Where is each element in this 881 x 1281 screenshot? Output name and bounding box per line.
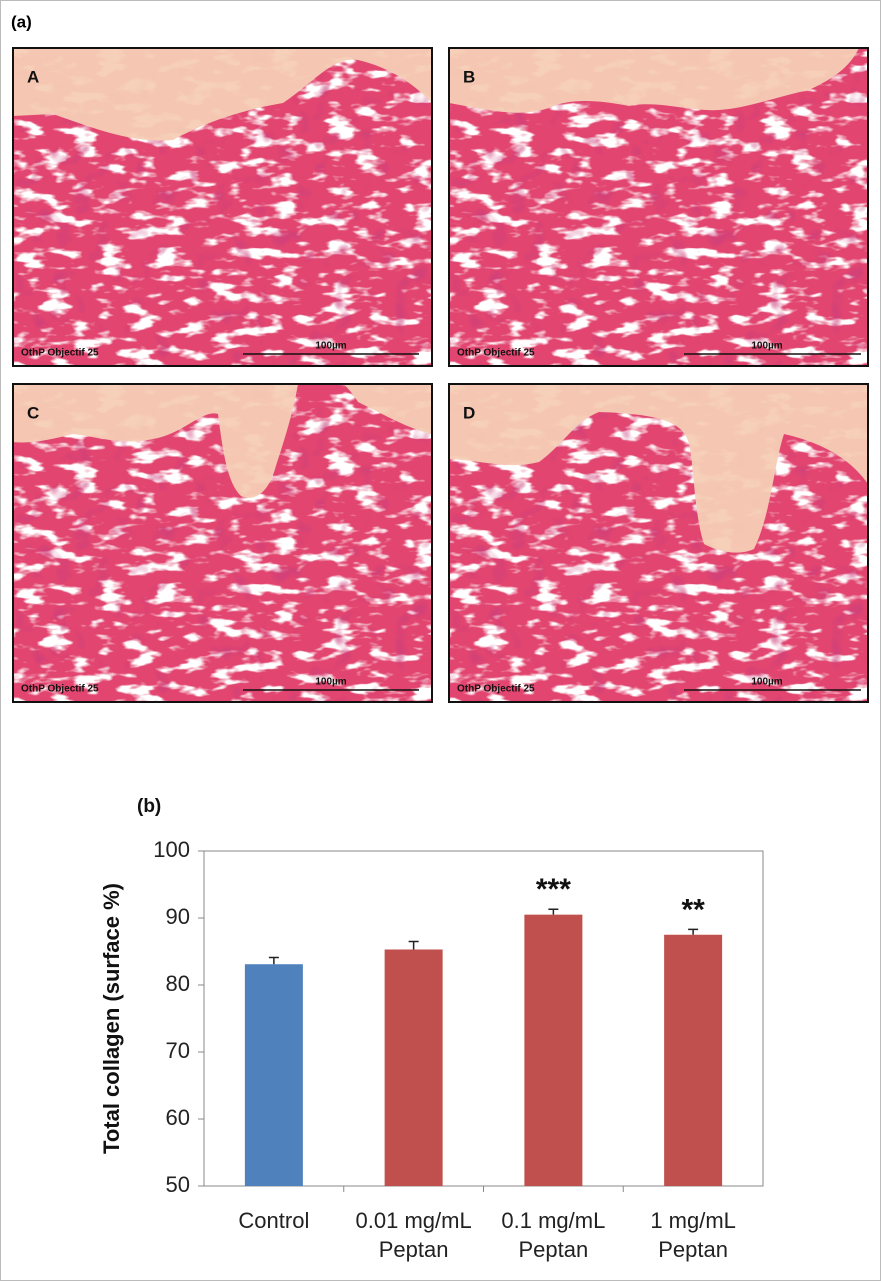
micrograph <box>12 383 433 703</box>
micrograph <box>448 383 869 703</box>
chart-label: (b) <box>137 796 161 817</box>
objective-caption: OthP Objectif 25 <box>457 684 535 695</box>
micrograph <box>12 47 433 367</box>
y-tick-label: 50 <box>166 1172 190 1197</box>
y-tick-label: 60 <box>166 1105 190 1130</box>
bar <box>244 964 303 1186</box>
bar <box>524 914 583 1186</box>
objective-caption: OthP Objectif 25 <box>21 684 99 695</box>
significance-mark: ** <box>681 893 705 926</box>
bar <box>664 934 723 1186</box>
panel-letter: C <box>27 403 39 422</box>
y-tick-label: 70 <box>166 1038 190 1063</box>
error-bar <box>688 928 699 935</box>
scale-bar-label: 100µm <box>315 341 346 352</box>
error-bar <box>268 956 279 965</box>
scale-bar-label: 100µm <box>751 677 782 688</box>
objective-caption: OthP Objectif 25 <box>457 348 535 359</box>
scale-bar-label: 100µm <box>315 677 346 688</box>
panel-letter: A <box>27 67 39 86</box>
bar <box>384 949 443 1186</box>
x-tick-label: 1 mg/mL Peptan <box>650 1208 736 1262</box>
panel-letter: D <box>463 403 475 422</box>
error-bar <box>408 940 419 950</box>
error-bar <box>548 908 559 915</box>
x-tick-label: 0.01 mg/mL Peptan <box>355 1208 472 1262</box>
significance-mark: *** <box>536 873 571 906</box>
y-tick-label: 100 <box>153 837 190 862</box>
x-tick-label: 0.1 mg/mL Peptan <box>501 1208 606 1262</box>
y-tick-label: 80 <box>166 971 190 996</box>
scale-bar-label: 100µm <box>751 341 782 352</box>
y-axis-title: Total collagen (surface %) <box>99 883 124 1154</box>
y-tick-label: 90 <box>166 904 190 929</box>
x-tick-label: Control <box>238 1208 310 1233</box>
micrograph <box>448 47 869 367</box>
panel-a-label: (a) <box>11 12 32 31</box>
objective-caption: OthP Objectif 25 <box>21 348 99 359</box>
panel-letter: B <box>463 67 475 86</box>
